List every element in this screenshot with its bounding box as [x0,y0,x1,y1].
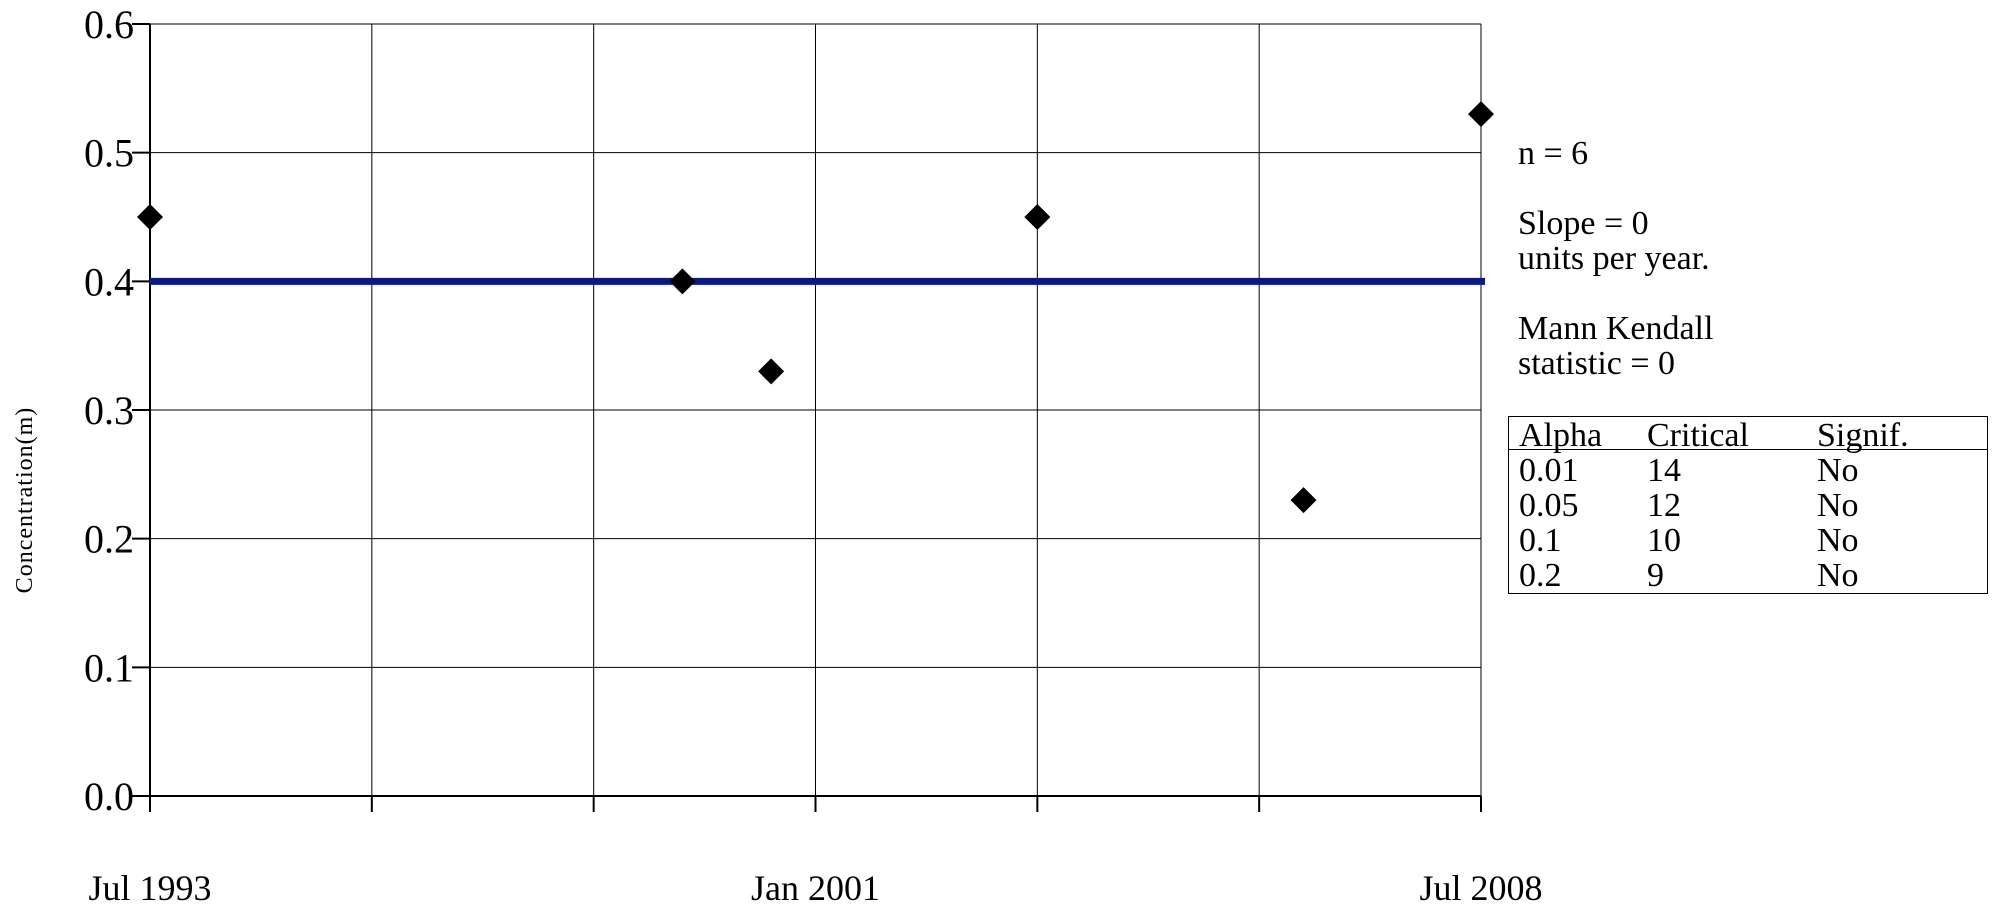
y-tick-label: 0.1 [84,645,134,690]
data-point [1468,101,1494,128]
row-critical: 10 [1647,522,1681,559]
row-signif: No [1817,522,1859,559]
data-point [758,358,785,385]
data-point [1024,204,1051,230]
row-signif: No [1817,452,1859,489]
header-critical: Critical [1647,417,1749,454]
y-tick-label: 0.3 [84,388,134,433]
row-alpha: 0.2 [1519,557,1562,594]
stat-mann-kendall: Mann Kendall [1518,310,1714,347]
row-signif: No [1817,557,1859,594]
grid-lines [149,23,1482,797]
data-points [137,101,1494,514]
y-axis-ticks: 0.0 0.1 0.2 0.3 0.4 0.5 0.6 [84,2,150,819]
row-critical: 9 [1647,557,1664,594]
x-tick-label: Jan 2001 [751,868,880,908]
row-signif: No [1817,487,1859,524]
x-axis-ticks: Jul 1993 Jan 2001 Jul 2008 [88,796,1543,908]
row-alpha: 0.1 [1519,522,1562,559]
significance-table: Alpha Critical Signif. 0.01 14 No 0.05 1… [1508,416,1988,594]
stat-slope-units: units per year. [1518,240,1710,277]
data-point [137,204,163,230]
stat-slope: Slope = 0 [1518,205,1649,242]
y-tick-label: 0.5 [84,131,134,176]
stat-n: n = 6 [1518,135,1589,172]
row-critical: 12 [1647,487,1681,524]
header-signif: Signif. [1817,417,1909,454]
row-alpha: 0.05 [1519,487,1579,524]
significance-table-header [1509,417,1987,450]
y-tick-label: 0.4 [84,259,134,304]
y-tick-label: 0.0 [84,774,134,819]
header-alpha: Alpha [1519,417,1603,454]
row-critical: 14 [1647,452,1681,489]
x-tick-label: Jul 2008 [1419,868,1542,908]
data-point [669,268,696,295]
y-tick-label: 0.6 [84,2,134,47]
y-tick-label: 0.2 [84,517,134,562]
data-point [1290,487,1317,514]
x-tick-label: Jul 1993 [88,868,211,908]
y-axis-title: Concentration(m) [12,407,38,594]
stat-mk-statistic: statistic = 0 [1518,345,1676,382]
row-alpha: 0.01 [1519,452,1579,489]
